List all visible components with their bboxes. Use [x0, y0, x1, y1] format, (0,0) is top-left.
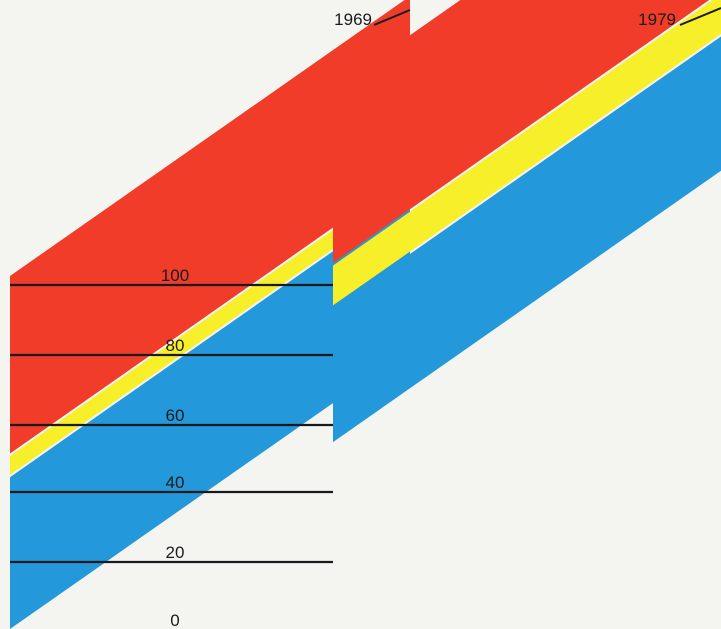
- y-axis-tick-labels: 100 80 60 40 20 0: [161, 266, 189, 629]
- year-label-1979: 1979: [638, 10, 676, 29]
- year-marker-1979: [679, 7, 721, 26]
- tick-label-0: 0: [170, 611, 179, 629]
- tick-label-100: 100: [161, 266, 189, 285]
- gridlines: [10, 283, 333, 564]
- band-blue-1969: [10, 197, 410, 629]
- year-label-1969: 1969: [334, 10, 372, 29]
- year-labels: 1969 1979: [334, 7, 721, 29]
- tick-label-40: 40: [166, 473, 185, 492]
- tick-label-80: 80: [166, 336, 185, 355]
- band-blue-1979: [333, 36, 721, 443]
- tick-label-20: 20: [166, 543, 185, 562]
- band-yellow-1969: [10, 176, 410, 475]
- band-red-1969: [10, 0, 410, 454]
- year-marker-1969: [373, 9, 411, 26]
- band-yellow-1979: [333, 0, 721, 306]
- tick-label-60: 60: [166, 406, 185, 425]
- band-red-1979: [333, 0, 710, 264]
- stacked-bands: [10, 0, 721, 629]
